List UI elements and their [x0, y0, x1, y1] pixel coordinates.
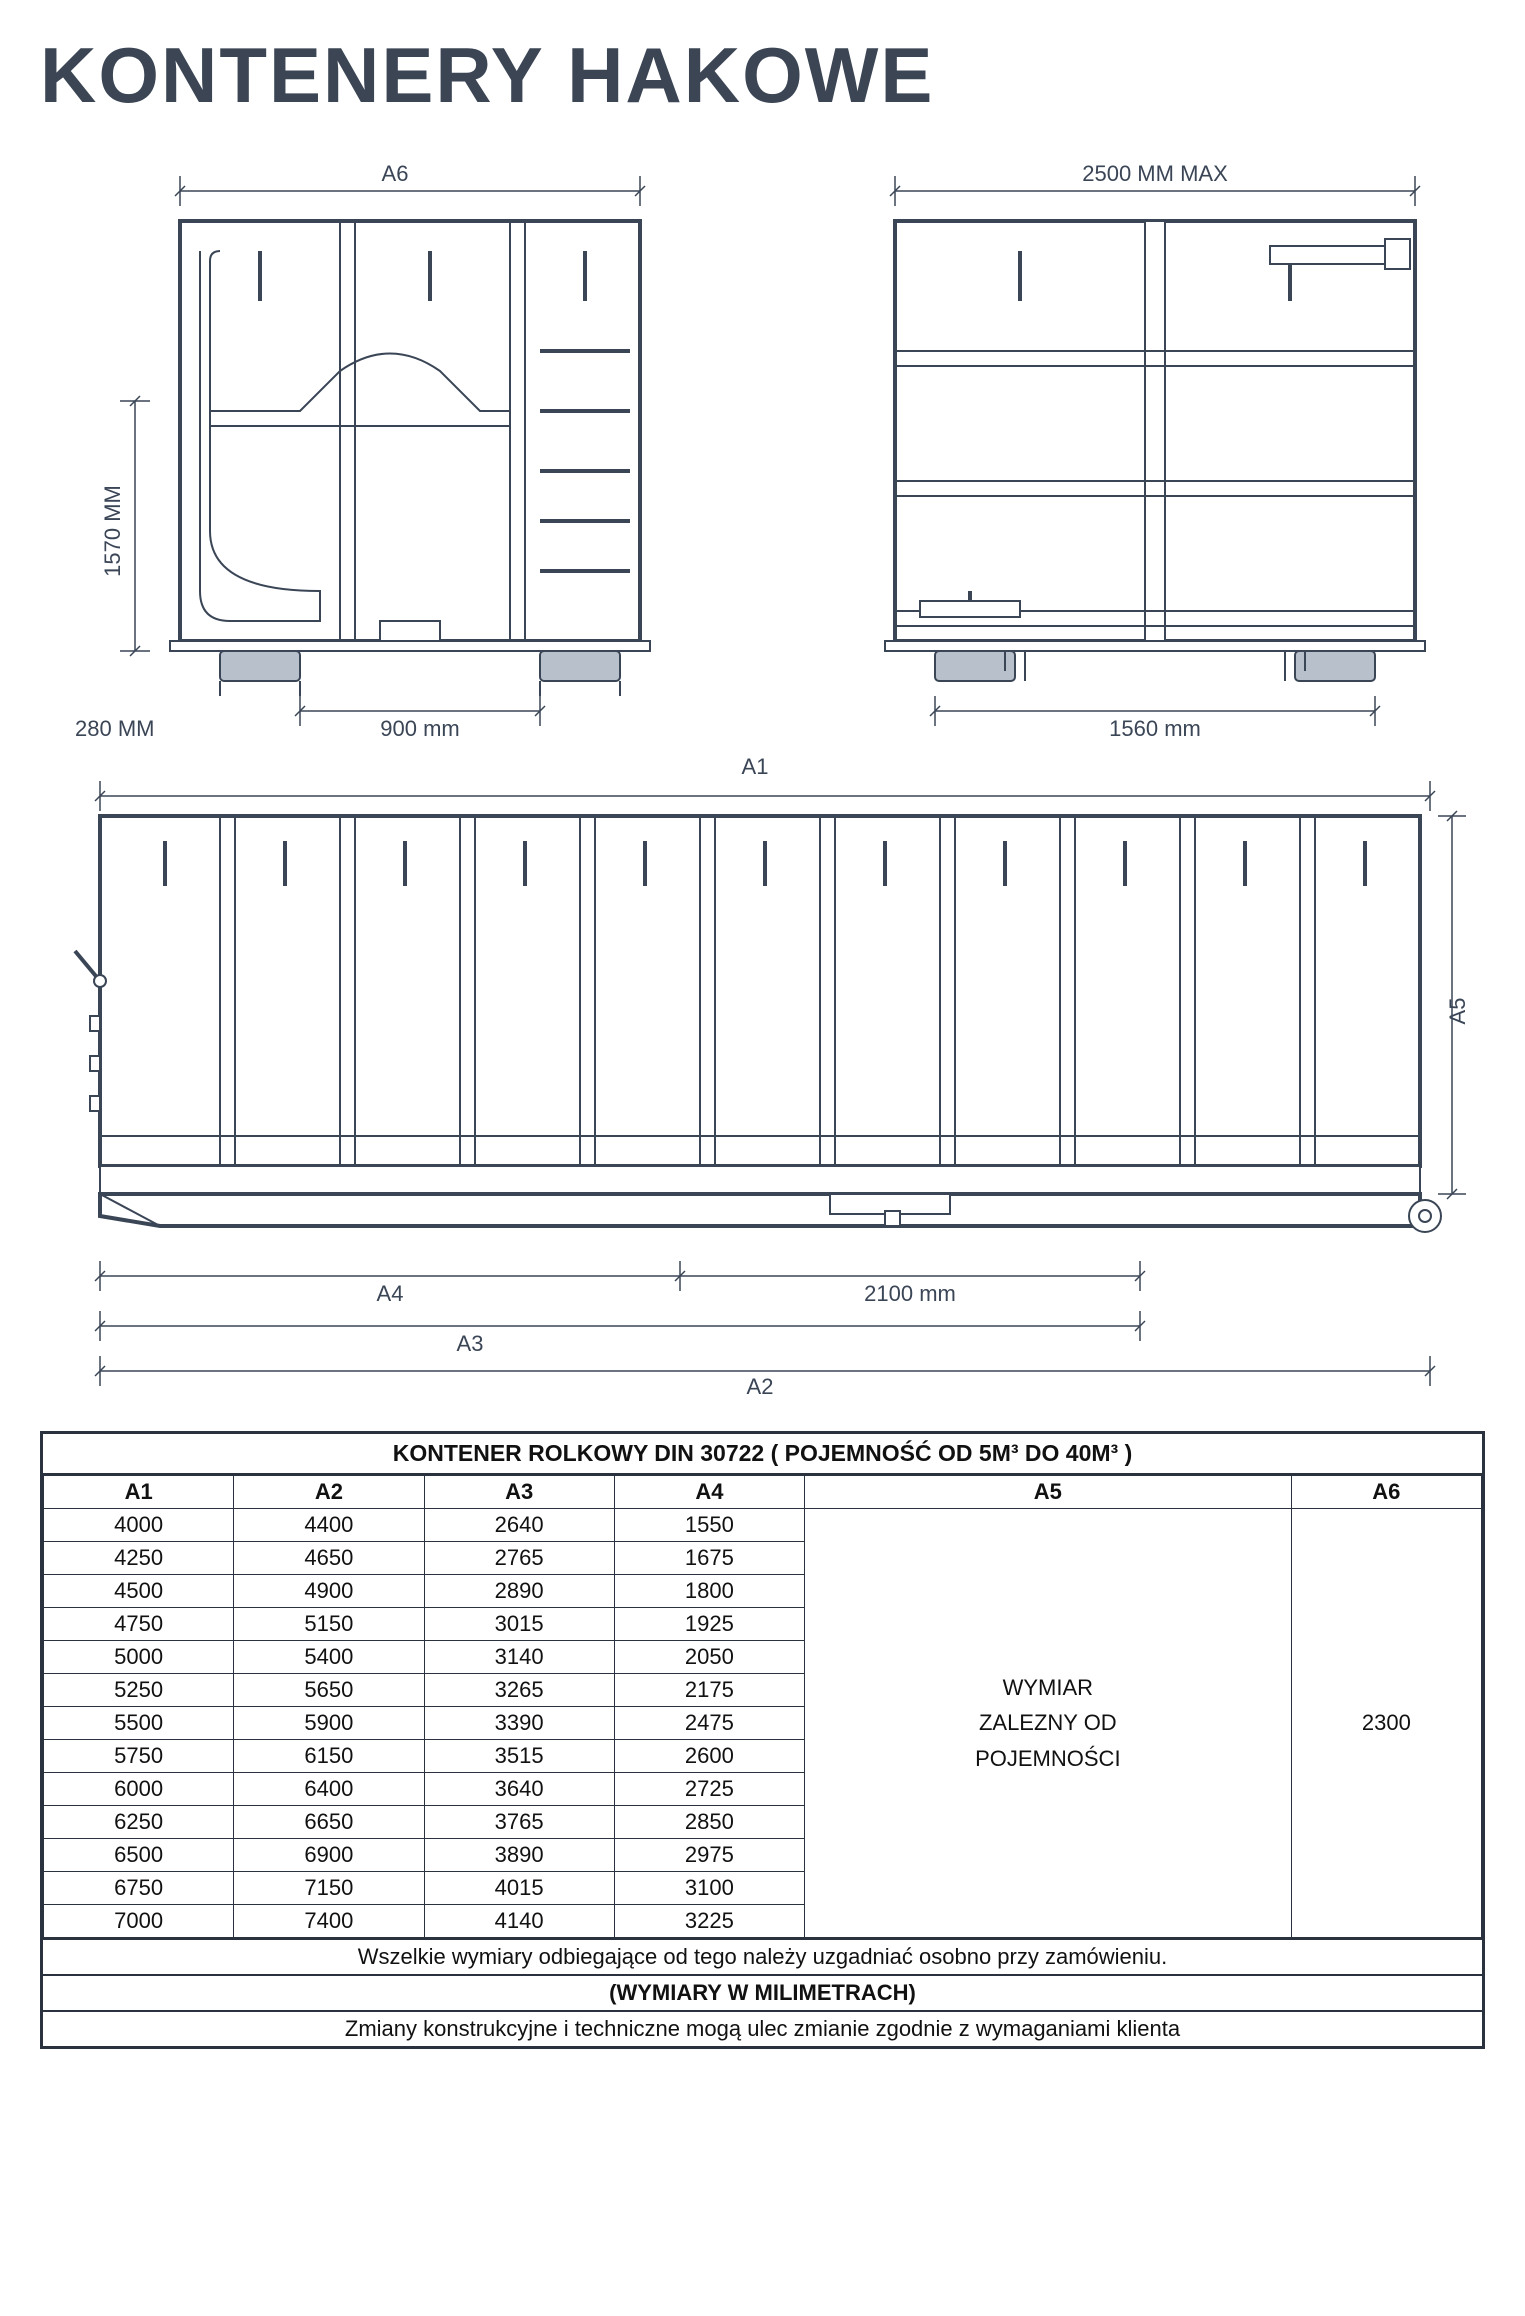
table-row: 4000440026401550WYMIARZALEZNY ODPOJEMNOŚ…: [44, 1509, 1482, 1542]
dim-1560-label: 1560 mm: [1109, 716, 1201, 741]
table-cell: 7150: [234, 1872, 424, 1905]
col-a5: A5: [805, 1476, 1292, 1509]
table-cell: 5400: [234, 1641, 424, 1674]
table-cell: 3390: [424, 1707, 614, 1740]
front-view-diagram: A6: [40, 151, 700, 746]
table-cell: 2850: [614, 1806, 804, 1839]
table-cell: 5650: [234, 1674, 424, 1707]
table-cell: 4500: [44, 1575, 234, 1608]
table-cell: 3140: [424, 1641, 614, 1674]
table-cell: 1550: [614, 1509, 804, 1542]
table-cell: 4140: [424, 1905, 614, 1938]
table-cell: 2725: [614, 1773, 804, 1806]
table-cell: 4900: [234, 1575, 424, 1608]
dim-a3-label: A3: [457, 1331, 484, 1356]
table-cell: 4650: [234, 1542, 424, 1575]
col-a3: A3: [424, 1476, 614, 1509]
table-cell: 6650: [234, 1806, 424, 1839]
table-cell: 6500: [44, 1839, 234, 1872]
table-cell: 3225: [614, 1905, 804, 1938]
table-cell: 1925: [614, 1608, 804, 1641]
table-cell: 3015: [424, 1608, 614, 1641]
cell-a6-merged: 2300: [1291, 1509, 1481, 1938]
dimensions-table: A1 A2 A3 A4 A5 A6 4000440026401550WYMIAR…: [43, 1475, 1482, 1938]
table-cell: 5150: [234, 1608, 424, 1641]
table-cell: 6400: [234, 1773, 424, 1806]
table-cell: 1675: [614, 1542, 804, 1575]
table-note-bold: (WYMIARY W MILIMETRACH): [43, 1974, 1482, 2010]
table-cell: 4400: [234, 1509, 424, 1542]
col-a6: A6: [1291, 1476, 1481, 1509]
table-cell: 6750: [44, 1872, 234, 1905]
table-cell: 5000: [44, 1641, 234, 1674]
dim-a4-label: A4: [377, 1281, 404, 1306]
table-cell: 6150: [234, 1740, 424, 1773]
table-cell: 2175: [614, 1674, 804, 1707]
dim-a6-label: A6: [382, 161, 409, 186]
table-cell: 3100: [614, 1872, 804, 1905]
table-cell: 3265: [424, 1674, 614, 1707]
table-cell: 4015: [424, 1872, 614, 1905]
table-cell: 7000: [44, 1905, 234, 1938]
table-cell: 2640: [424, 1509, 614, 1542]
col-a4: A4: [614, 1476, 804, 1509]
table-header-row: A1 A2 A3 A4 A5 A6: [44, 1476, 1482, 1509]
table-cell: 7400: [234, 1905, 424, 1938]
table-cell: 4250: [44, 1542, 234, 1575]
table-cell: 5500: [44, 1707, 234, 1740]
dim-2100-label: 2100 mm: [864, 1281, 956, 1306]
table-cell: 2890: [424, 1575, 614, 1608]
table-cell: 5900: [234, 1707, 424, 1740]
table-note-2: Zmiany konstrukcyjne i techniczne mogą u…: [43, 2010, 1482, 2046]
back-view-diagram: 2500 MM MAX: [825, 151, 1485, 746]
table-cell: 4000: [44, 1509, 234, 1542]
dimensions-table-block: KONTENER ROLKOWY DIN 30722 ( POJEMNOŚĆ O…: [40, 1431, 1485, 2049]
table-cell: 2765: [424, 1542, 614, 1575]
table-cell: 3515: [424, 1740, 614, 1773]
table-title: KONTENER ROLKOWY DIN 30722 ( POJEMNOŚĆ O…: [43, 1434, 1482, 1475]
technical-diagrams: A6: [40, 151, 1485, 1401]
table-cell: 2975: [614, 1839, 804, 1872]
dim-280-label: 280 MM: [75, 716, 154, 741]
table-cell: 3765: [424, 1806, 614, 1839]
dim-a5-label: A5: [1445, 998, 1470, 1025]
table-cell: 6250: [44, 1806, 234, 1839]
table-note-1: Wszelkie wymiary odbiegające od tego nal…: [43, 1938, 1482, 1974]
side-view-diagram: A1: [40, 756, 1485, 1401]
dim-1570-label: 1570 MM: [100, 485, 125, 577]
table-cell: 2475: [614, 1707, 804, 1740]
dim-2500-label: 2500 MM MAX: [1082, 161, 1228, 186]
table-cell: 2050: [614, 1641, 804, 1674]
table-cell: 4750: [44, 1608, 234, 1641]
table-cell: 3890: [424, 1839, 614, 1872]
col-a1: A1: [44, 1476, 234, 1509]
table-cell: 6900: [234, 1839, 424, 1872]
page-title: KONTENERY HAKOWE: [40, 30, 1485, 121]
dim-a2-label: A2: [747, 1374, 774, 1396]
table-cell: 1800: [614, 1575, 804, 1608]
table-cell: 6000: [44, 1773, 234, 1806]
table-cell: 2600: [614, 1740, 804, 1773]
col-a2: A2: [234, 1476, 424, 1509]
table-cell: 3640: [424, 1773, 614, 1806]
dim-900-label: 900 mm: [380, 716, 459, 741]
table-cell: 5750: [44, 1740, 234, 1773]
cell-a5-merged: WYMIARZALEZNY ODPOJEMNOŚCI: [805, 1509, 1292, 1938]
dim-a1-label: A1: [742, 756, 769, 779]
table-cell: 5250: [44, 1674, 234, 1707]
